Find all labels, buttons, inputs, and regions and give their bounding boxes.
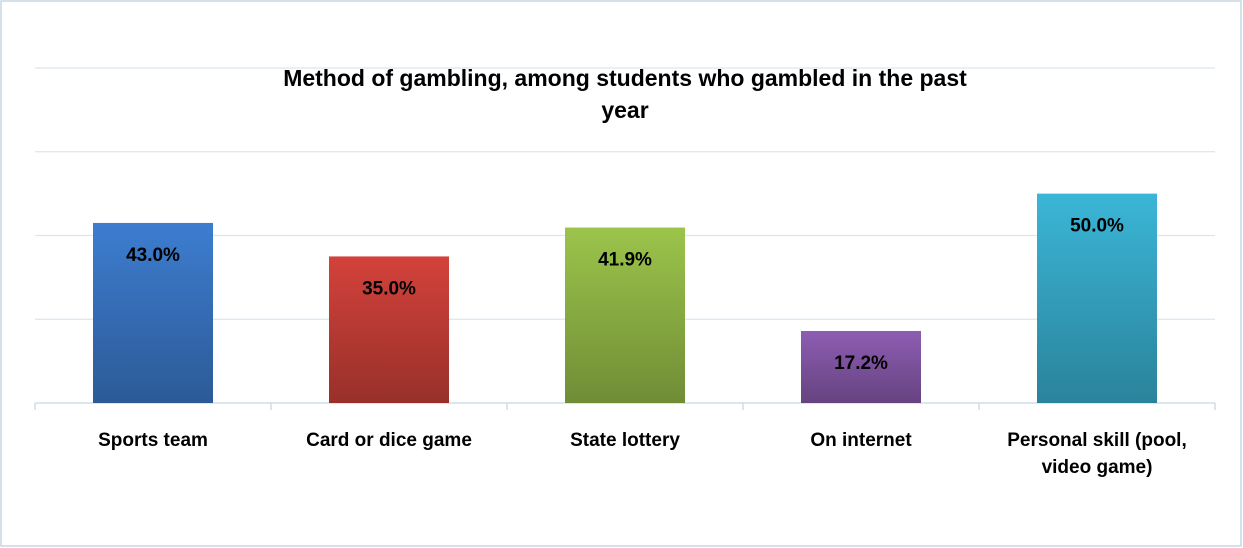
data-label: 43.0%	[126, 245, 180, 266]
bar	[565, 227, 685, 403]
x-tick-label: Card or dice game	[306, 430, 472, 451]
chart-title: Method of gambling, among students who g…	[283, 65, 967, 123]
bar	[1037, 193, 1157, 403]
data-label: 50.0%	[1070, 216, 1124, 237]
x-tick-label: Personal skill (pool, video game)	[1007, 430, 1187, 478]
x-tick-label: On internet	[810, 430, 912, 451]
x-tick-label: Sports team	[98, 430, 208, 451]
bar	[93, 222, 213, 403]
bar	[801, 330, 921, 403]
data-label: 35.0%	[362, 278, 416, 299]
data-label: 41.9%	[598, 250, 652, 271]
x-tick-label: State lottery	[570, 430, 680, 451]
data-label: 17.2%	[834, 353, 888, 374]
bar	[329, 256, 449, 403]
